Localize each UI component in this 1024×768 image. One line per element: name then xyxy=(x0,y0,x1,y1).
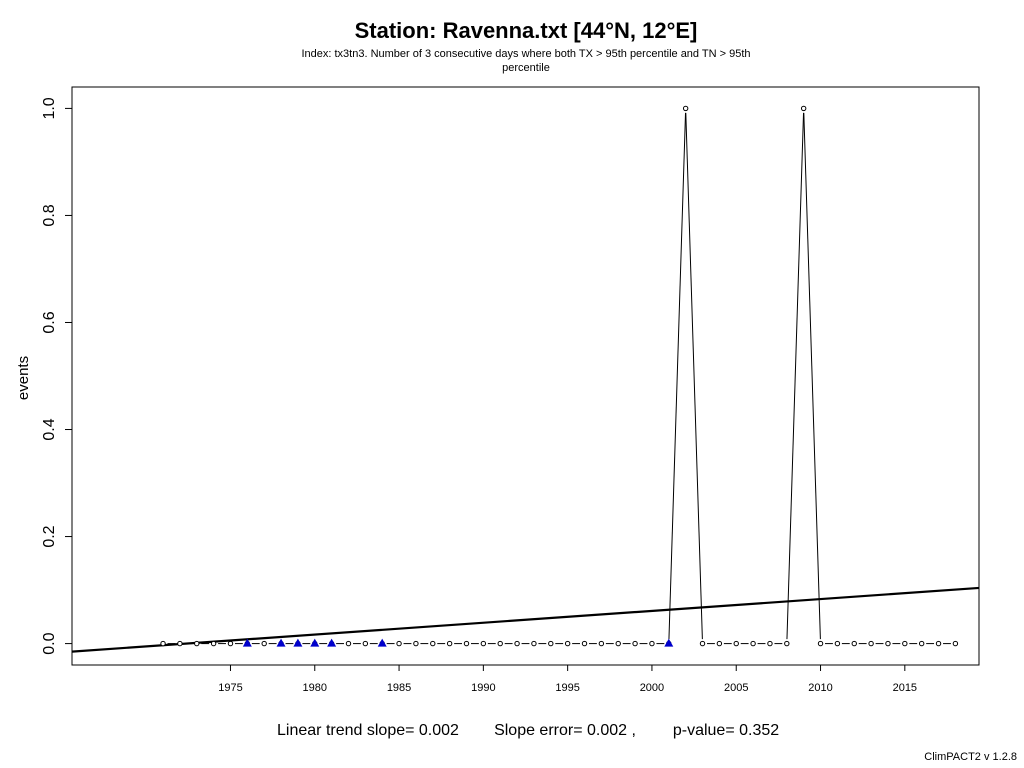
missing-data-marker xyxy=(276,638,286,647)
data-point xyxy=(750,640,756,647)
x-tick-label: 2000 xyxy=(640,682,664,694)
data-point xyxy=(615,640,621,647)
data-point xyxy=(480,640,487,647)
data-point xyxy=(699,640,706,647)
series-segment xyxy=(668,112,687,640)
x-tick-label: 2010 xyxy=(808,682,832,694)
plot-area xyxy=(71,105,980,653)
data-point xyxy=(834,640,841,647)
x-tick-label: 2015 xyxy=(893,682,917,694)
data-point xyxy=(952,640,959,647)
data-point xyxy=(851,640,857,647)
data-point xyxy=(716,640,723,647)
x-tick-label: 2005 xyxy=(724,682,748,694)
data-point xyxy=(733,640,739,647)
data-point xyxy=(531,640,537,647)
y-tick-label: 0.4 xyxy=(41,418,58,440)
y-axis-label: events xyxy=(15,356,32,400)
x-tick-label: 1975 xyxy=(218,682,242,694)
data-point xyxy=(885,640,891,647)
data-point xyxy=(682,105,689,112)
data-point xyxy=(446,640,453,647)
x-tick-label: 1990 xyxy=(471,682,495,694)
data-point xyxy=(413,640,419,647)
series-segment xyxy=(786,112,805,640)
data-point xyxy=(902,640,908,647)
data-point xyxy=(800,105,807,112)
data-point xyxy=(767,640,773,647)
p-value-text: p-value= 0.352 xyxy=(673,722,779,739)
missing-data-marker xyxy=(377,638,387,647)
series-segment xyxy=(685,112,703,640)
x-tick-label: 1985 xyxy=(387,682,411,694)
data-point xyxy=(548,640,554,647)
data-point xyxy=(396,640,402,647)
data-point xyxy=(177,640,183,647)
x-tick-label: 1995 xyxy=(555,682,579,694)
data-point xyxy=(817,640,824,647)
trend-slope-text: Linear trend slope= 0.002 xyxy=(277,722,459,739)
data-point xyxy=(784,640,790,647)
data-point xyxy=(598,640,605,647)
data-point xyxy=(649,640,655,647)
data-point xyxy=(632,640,638,647)
x-tick-label: 1980 xyxy=(303,682,327,694)
trend-line xyxy=(71,586,980,653)
chart-subtitle-line-2: percentile xyxy=(502,62,550,74)
data-point xyxy=(918,640,925,647)
data-point xyxy=(581,640,588,647)
data-point xyxy=(194,640,200,647)
data-point xyxy=(935,640,942,647)
data-point xyxy=(514,640,520,647)
slope-error-text: Slope error= 0.002 , xyxy=(494,722,636,739)
plot-frame xyxy=(71,86,980,666)
missing-data-marker xyxy=(293,638,303,647)
missing-data-marker xyxy=(310,638,320,647)
data-point xyxy=(210,640,217,647)
data-point xyxy=(345,640,352,647)
series-segment xyxy=(803,112,821,640)
data-point xyxy=(261,640,267,647)
missing-data-marker xyxy=(327,638,337,647)
chart-subtitle-line-1: Index: tx3tn3. Number of 3 consecutive d… xyxy=(301,48,750,60)
chart-title: Station: Ravenna.txt [44°N, 12°E] xyxy=(355,18,698,43)
data-point xyxy=(564,640,571,647)
data-point xyxy=(430,640,436,647)
y-tick-label: 0.0 xyxy=(41,632,58,654)
data-point xyxy=(227,640,234,647)
data-point xyxy=(362,640,369,647)
y-tick-label: 1.0 xyxy=(41,97,58,119)
credit-text: ClimPACT2 v 1.2.8 xyxy=(924,751,1017,763)
data-point xyxy=(160,640,166,647)
data-point xyxy=(868,640,874,647)
y-tick-label: 0.2 xyxy=(41,525,58,547)
missing-data-marker xyxy=(664,638,674,647)
y-tick-label: 0.8 xyxy=(41,204,58,226)
data-point xyxy=(463,640,470,647)
missing-data-marker xyxy=(242,638,252,647)
data-point xyxy=(497,640,503,647)
y-tick-label: 0.6 xyxy=(41,311,58,333)
